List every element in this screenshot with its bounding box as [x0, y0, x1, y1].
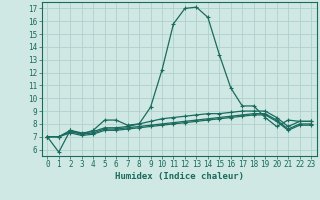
- X-axis label: Humidex (Indice chaleur): Humidex (Indice chaleur): [115, 172, 244, 181]
